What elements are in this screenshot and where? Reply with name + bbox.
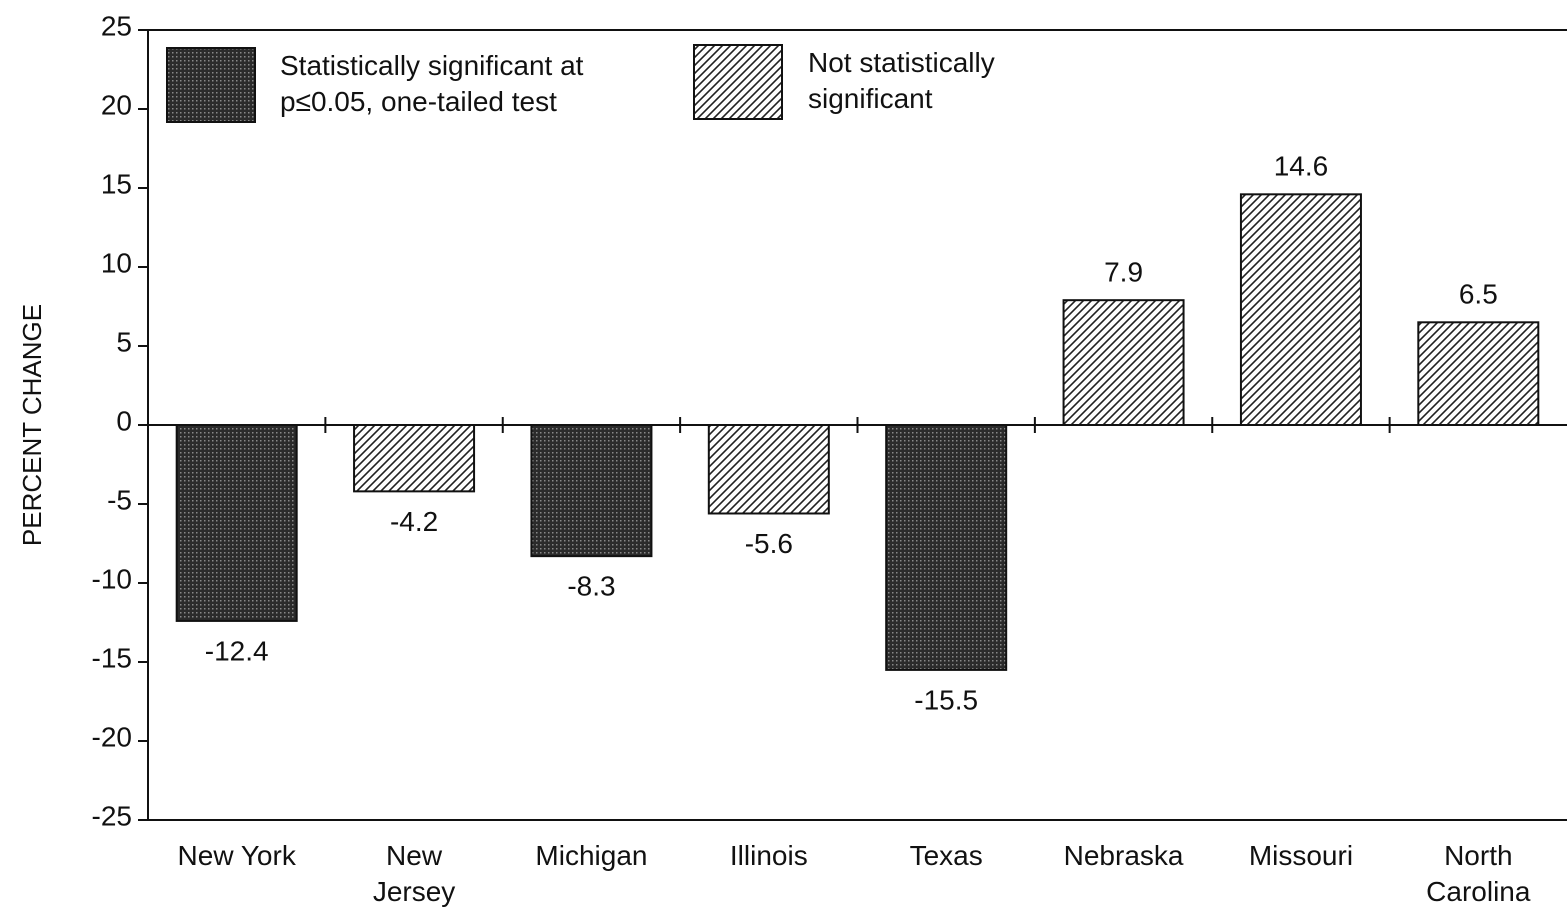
value-label: -8.3 — [567, 571, 615, 602]
x-tick-label: Texas — [909, 840, 983, 871]
bar — [1239, 193, 1362, 426]
bar — [885, 424, 1008, 671]
bar — [353, 424, 476, 493]
y-tick-label: 20 — [101, 89, 132, 120]
legend-swatch — [693, 44, 783, 120]
value-label: 14.6 — [1274, 151, 1329, 182]
x-tick-label: Michigan — [535, 840, 648, 871]
y-tick-label: -5 — [107, 484, 132, 515]
bar — [1417, 321, 1540, 426]
y-tick-label: 25 — [101, 10, 132, 41]
y-tick-label: 15 — [101, 168, 132, 199]
x-tick-label: Missouri — [1248, 840, 1354, 871]
y-tick-label: -25 — [92, 800, 132, 831]
y-tick-label: -20 — [92, 721, 132, 752]
value-label: -12.4 — [205, 635, 269, 666]
legend-swatch — [166, 47, 256, 123]
y-tick-label: 5 — [116, 326, 132, 357]
x-tick-label: New Jersey — [372, 840, 456, 907]
y-axis-label: PERCENT CHANGE — [17, 304, 47, 546]
legend-label: Statistically significant at p≤0.05, one… — [280, 50, 584, 117]
y-tick-label: -15 — [92, 642, 132, 673]
bar — [707, 424, 830, 515]
bar — [1062, 299, 1185, 426]
x-tick-label: New York — [177, 840, 296, 871]
y-tick-label: 0 — [116, 405, 132, 436]
value-label: 6.5 — [1459, 279, 1498, 310]
bar — [175, 424, 298, 622]
legend-label: Not statistically significant — [808, 47, 995, 114]
y-tick-label: 10 — [101, 247, 132, 278]
value-label: 7.9 — [1104, 257, 1143, 288]
value-label: -15.5 — [914, 684, 978, 715]
bar — [530, 424, 653, 558]
x-tick-label: Nebraska — [1063, 840, 1184, 871]
x-tick-label: Illinois — [729, 840, 808, 871]
x-tick-label: North Carolina — [1426, 840, 1531, 907]
value-label: -4.2 — [390, 506, 438, 537]
value-label: -5.6 — [745, 528, 793, 559]
y-tick-label: -10 — [92, 563, 132, 594]
